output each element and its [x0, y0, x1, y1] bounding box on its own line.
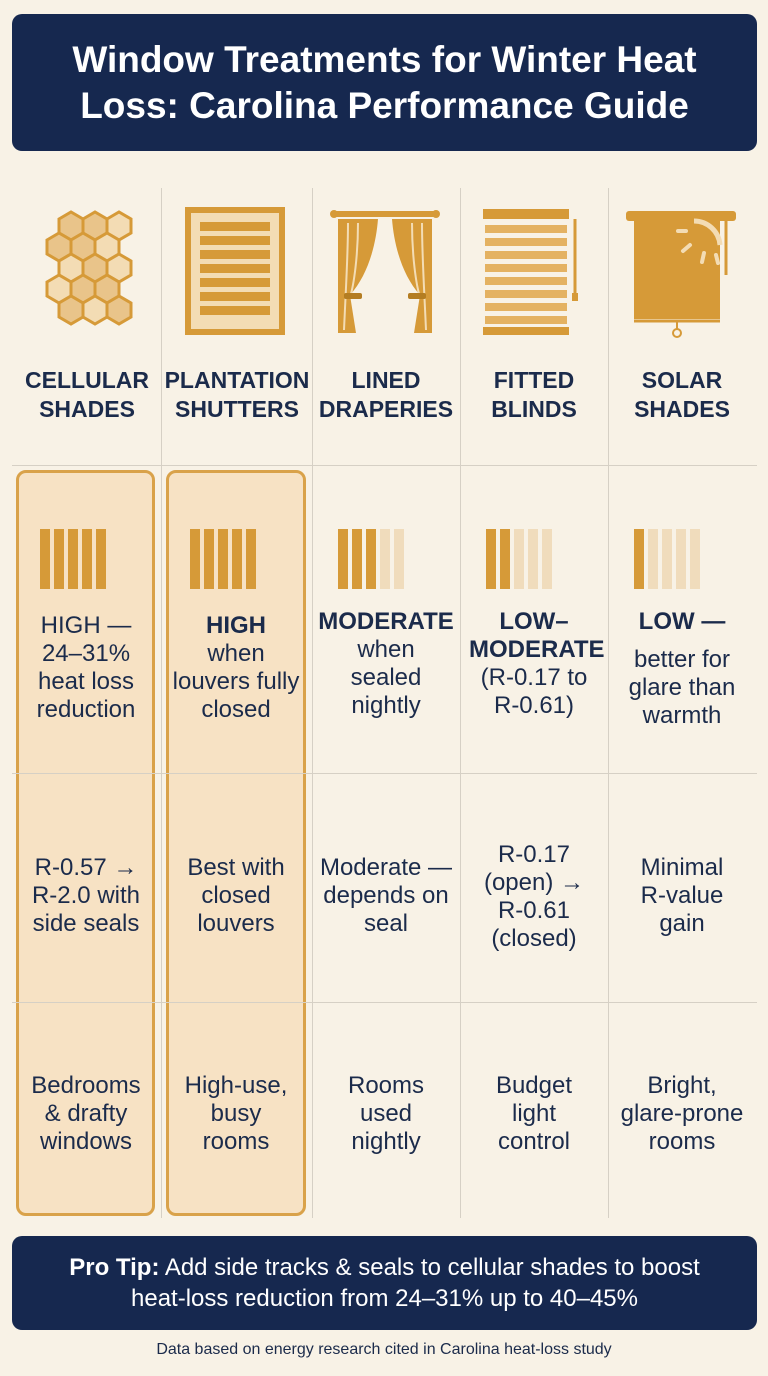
- rating-bar-empty: [648, 529, 658, 589]
- effectiveness-detail: better for glare than warmth: [628, 646, 736, 729]
- rvalue-shutters: Best with closed louvers: [187, 854, 285, 937]
- rating-bars: [40, 529, 106, 589]
- rating-bar-filled: [500, 529, 510, 589]
- rating-bar-filled: [68, 529, 78, 589]
- effectiveness-head: MODERATE: [318, 608, 454, 635]
- row-divider: [12, 1002, 757, 1003]
- rating-bar-filled: [54, 529, 64, 589]
- rating-bar-filled: [352, 529, 362, 589]
- row-divider: [12, 465, 757, 466]
- bestfor-draperies: Rooms used nightly: [347, 1072, 425, 1155]
- effectiveness-shutters: HIGH when louvers fully closed: [168, 608, 304, 728]
- title-banner: Window Treatments for Winter Heat Loss: …: [12, 14, 757, 151]
- shutter-icon: [185, 207, 285, 335]
- highlight-column-shutters: [166, 470, 306, 1216]
- blinds-icon: [483, 209, 578, 335]
- rvalue-blinds: R-0.17 (open) → R-0.61 (closed): [483, 841, 585, 952]
- rating-bar-filled: [232, 529, 242, 589]
- pro-tip-banner: Pro Tip: Add side tracks & seals to cell…: [12, 1236, 757, 1330]
- column-name-solar: SOLAR SHADES: [634, 367, 730, 422]
- rating-bar-filled: [338, 529, 348, 589]
- rating-bar-filled: [486, 529, 496, 589]
- bestfor-shutters: High-use, busy rooms: [184, 1072, 288, 1155]
- rating-bar-filled: [204, 529, 214, 589]
- effectiveness-detail: (R-0.17 to R-0.61): [480, 664, 588, 719]
- solar-shade-icon: [626, 211, 736, 338]
- honeycomb-icon: [45, 210, 133, 326]
- rating-bar-filled: [634, 529, 644, 589]
- effectiveness-solar: LOW — better for glare than warmth: [610, 608, 754, 738]
- column-divider: [161, 188, 162, 1218]
- rating-bar-filled: [40, 529, 50, 589]
- column-name-cellular: CELLULAR SHADES: [25, 367, 149, 422]
- rvalue-draperies: Moderate — depends on seal: [319, 854, 453, 937]
- rating-bar-empty: [542, 529, 552, 589]
- row-divider: [12, 773, 757, 774]
- rating-bar-empty: [690, 529, 700, 589]
- effectiveness-detail: when sealed nightly: [350, 636, 422, 719]
- rvalue-solar: Minimal R-value gain: [640, 854, 724, 937]
- rating-bar-empty: [514, 529, 524, 589]
- page-title: Window Treatments for Winter Heat Loss: …: [72, 38, 697, 126]
- rating-bar-empty: [394, 529, 404, 589]
- column-name-draperies: LINED DRAPERIES: [318, 367, 454, 422]
- effectiveness-head: HIGH —: [40, 612, 132, 639]
- bestfor-blinds: Budget light control: [495, 1072, 573, 1155]
- column-divider: [608, 188, 609, 1218]
- rating-bar-filled: [96, 529, 106, 589]
- rating-bar-filled: [366, 529, 376, 589]
- rating-bars: [486, 529, 552, 589]
- source-footnote: Data based on energy research cited in C…: [156, 1341, 612, 1358]
- rating-bar-empty: [662, 529, 672, 589]
- effectiveness-cellular: HIGH — 24–31% heat loss reduction: [18, 608, 154, 728]
- pro-tip-label: Pro Tip:: [69, 1254, 160, 1281]
- rating-bar-filled: [190, 529, 200, 589]
- column-divider: [312, 188, 313, 1218]
- rating-bar-filled: [218, 529, 228, 589]
- bestfor-solar: Bright, glare-prone rooms: [620, 1072, 744, 1155]
- rating-bar-filled: [82, 529, 92, 589]
- rating-bar-empty: [676, 529, 686, 589]
- effectiveness-blinds: LOW– MODERATE (R-0.17 to R-0.61): [462, 608, 606, 738]
- effectiveness-draperies: MODERATE when sealed nightly: [314, 608, 458, 728]
- curtain-icon: [330, 210, 440, 333]
- rating-bar-empty: [380, 529, 390, 589]
- effectiveness-detail: when louvers fully closed: [172, 640, 300, 723]
- rating-bars: [338, 529, 404, 589]
- pro-tip-text: Add side tracks & seals to cellular shad…: [131, 1254, 700, 1312]
- rating-bar-filled: [246, 529, 256, 589]
- column-name-blinds: FITTED BLINDS: [491, 367, 577, 422]
- highlight-column-cellular: [16, 470, 155, 1216]
- column-divider: [460, 188, 461, 1218]
- rating-bar-empty: [528, 529, 538, 589]
- rating-bars: [634, 529, 700, 589]
- bestfor-cellular: Bedrooms & drafty windows: [31, 1072, 141, 1155]
- effectiveness-head: LOW– MODERATE: [469, 608, 605, 663]
- effectiveness-head: HIGH: [206, 612, 266, 639]
- column-name-shutters: PLANTATION SHUTTERS: [164, 367, 310, 422]
- rvalue-cellular: R-0.57 → R-2.0 with side seals: [31, 854, 141, 937]
- effectiveness-head: LOW —: [638, 608, 726, 635]
- effectiveness-detail: 24–31% heat loss reduction: [36, 640, 136, 723]
- rating-bars: [190, 529, 256, 589]
